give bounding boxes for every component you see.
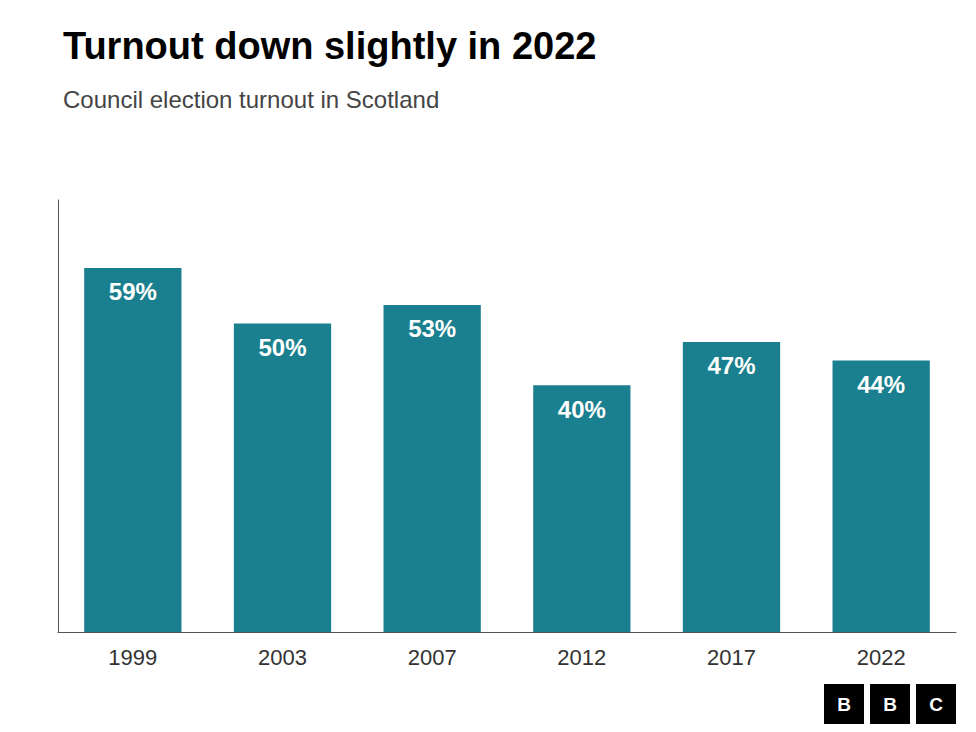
svg-text:C: C <box>929 694 943 715</box>
svg-text:2012: 2012 <box>557 645 606 670</box>
svg-text:B: B <box>883 694 897 715</box>
svg-text:2003: 2003 <box>258 645 307 670</box>
svg-text:59%: 59% <box>109 278 157 305</box>
svg-text:B: B <box>837 694 851 715</box>
svg-text:53%: 53% <box>408 315 456 342</box>
svg-text:40%: 40% <box>558 396 606 423</box>
svg-text:2017: 2017 <box>707 645 756 670</box>
svg-text:2007: 2007 <box>408 645 457 670</box>
svg-text:44%: 44% <box>857 371 905 398</box>
svg-text:47%: 47% <box>707 352 755 379</box>
svg-text:2022: 2022 <box>857 645 906 670</box>
svg-text:1999: 1999 <box>108 645 157 670</box>
svg-text:50%: 50% <box>258 334 306 361</box>
svg-text:Council election turnout in Sc: Council election turnout in Scotland <box>63 86 439 113</box>
svg-text:Turnout down slightly in 2022: Turnout down slightly in 2022 <box>63 25 596 67</box>
